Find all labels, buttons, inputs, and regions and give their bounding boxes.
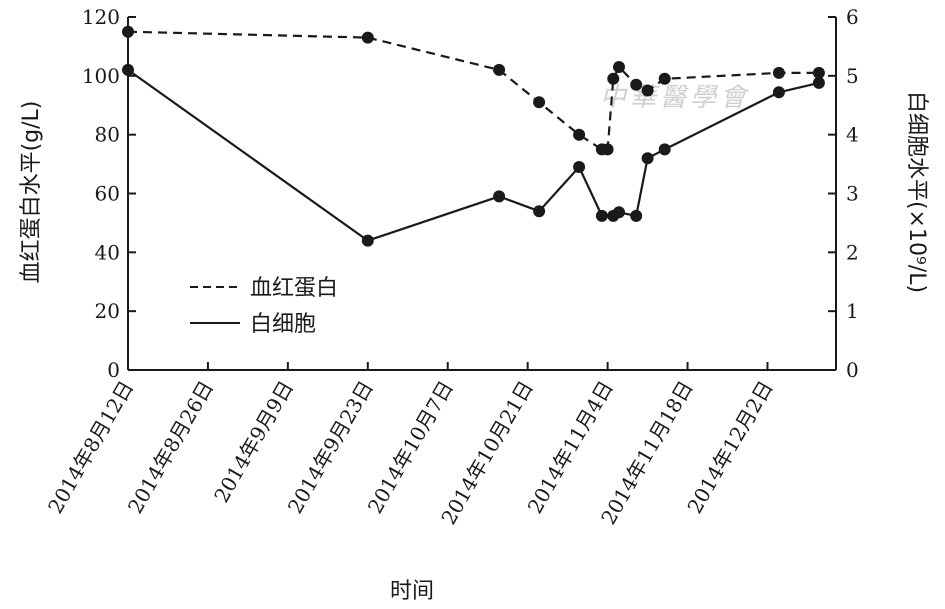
hemoglobin-data-point xyxy=(361,31,374,44)
x-tick-label: 2014年10月7日 xyxy=(363,377,458,518)
y-left-tick-label: 60 xyxy=(95,182,120,206)
y-axis-left-title: 血红蛋白水平(g/L) xyxy=(19,101,44,284)
wbc-data-point xyxy=(122,63,134,76)
hemoglobin-data-point xyxy=(641,84,654,97)
x-axis-ticks: 2014年8月12日2014年8月26日2014年9月9日2014年9月23日2… xyxy=(43,362,778,529)
y-right-tick-label: 3 xyxy=(846,182,859,206)
series-layer xyxy=(122,25,825,247)
hemoglobin-data-point xyxy=(607,72,620,85)
wbc-data-point xyxy=(613,206,625,219)
hemoglobin-data-point xyxy=(573,128,586,141)
wbc-data-point xyxy=(630,209,643,222)
y-right-tick-label: 6 xyxy=(846,5,859,29)
legend: 血红蛋白 白细胞 xyxy=(190,276,338,337)
y-axis-right-title: 白细胞水平(×10⁹/L) xyxy=(904,91,929,293)
y-right-tick-label: 2 xyxy=(846,240,859,264)
y-left-tick-label: 80 xyxy=(95,123,120,147)
axes xyxy=(127,17,837,371)
x-tick-label: 2014年9月9日 xyxy=(209,377,298,507)
x-axis-title: 时间 xyxy=(390,579,434,604)
wbc-data-point xyxy=(533,205,546,218)
legend-label-hemoglobin: 血红蛋白 xyxy=(250,276,338,301)
x-tick-label: 2014年12月2日 xyxy=(682,377,777,518)
wbc-data-point xyxy=(595,209,608,222)
y-left-tick-label: 40 xyxy=(95,240,120,264)
y-left-tick-label: 0 xyxy=(107,358,120,382)
wbc-data-point xyxy=(361,234,374,247)
y-right-tick-label: 1 xyxy=(846,299,859,323)
y-left-tick-label: 20 xyxy=(95,299,120,323)
wbc-data-point xyxy=(658,143,671,156)
wbc-data-point xyxy=(772,86,785,99)
left-axis-ticks: 0 20 40 60 80 100 120 xyxy=(82,5,136,382)
right-axis-ticks: 0 1 2 3 4 5 6 xyxy=(828,5,859,382)
hemoglobin-data-point xyxy=(812,66,825,79)
x-tick-label: 2014年8月26日 xyxy=(123,377,218,518)
hemoglobin-data-point xyxy=(658,72,671,85)
y-right-tick-label: 0 xyxy=(846,358,859,382)
y-right-tick-label: 5 xyxy=(846,64,859,88)
hemoglobin-data-point xyxy=(630,78,643,91)
hemoglobin-data-point xyxy=(122,25,134,38)
wbc-data-point xyxy=(493,190,506,203)
hemoglobin-data-point xyxy=(772,66,785,79)
y-left-tick-label: 120 xyxy=(82,5,120,29)
legend-label-wbc: 白细胞 xyxy=(250,312,316,337)
wbc-data-point xyxy=(812,76,825,89)
hemoglobin-data-point xyxy=(601,143,614,156)
x-tick-label: 2014年9月23日 xyxy=(283,377,378,518)
x-tick-label: 2014年8月12日 xyxy=(43,377,138,518)
hemoglobin-data-point xyxy=(493,63,506,76)
wbc-data-point xyxy=(641,152,654,165)
wbc-data-point xyxy=(573,161,586,173)
watermark: 中華醫學會 xyxy=(600,83,750,113)
y-left-tick-label: 100 xyxy=(82,64,120,88)
hemoglobin-data-point xyxy=(533,96,546,109)
x-tick-label: 2014年11月4日 xyxy=(523,377,618,518)
y-right-tick-label: 4 xyxy=(846,123,859,147)
hemoglobin-data-point xyxy=(613,61,625,73)
